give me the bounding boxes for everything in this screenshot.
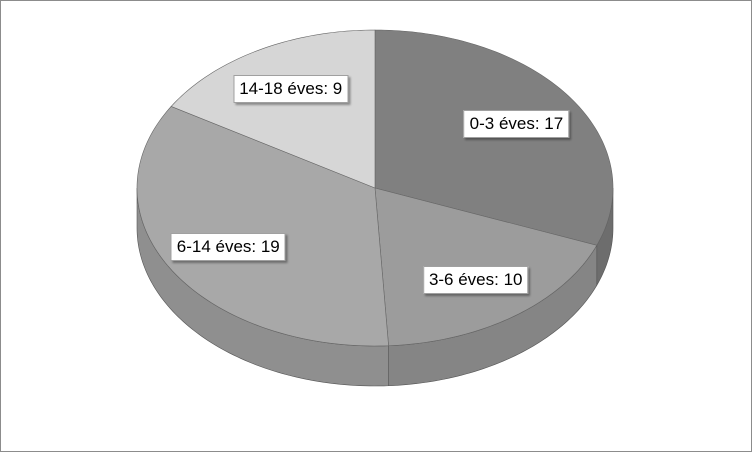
- data-label: 0-3 éves: 17: [463, 109, 570, 138]
- pie-slice: [136, 106, 389, 347]
- data-label: 6-14 éves: 19: [170, 232, 286, 261]
- pie-slice: [170, 29, 376, 189]
- data-label: 3-6 éves: 10: [422, 266, 529, 295]
- data-label: 14-18 éves: 9: [233, 74, 349, 103]
